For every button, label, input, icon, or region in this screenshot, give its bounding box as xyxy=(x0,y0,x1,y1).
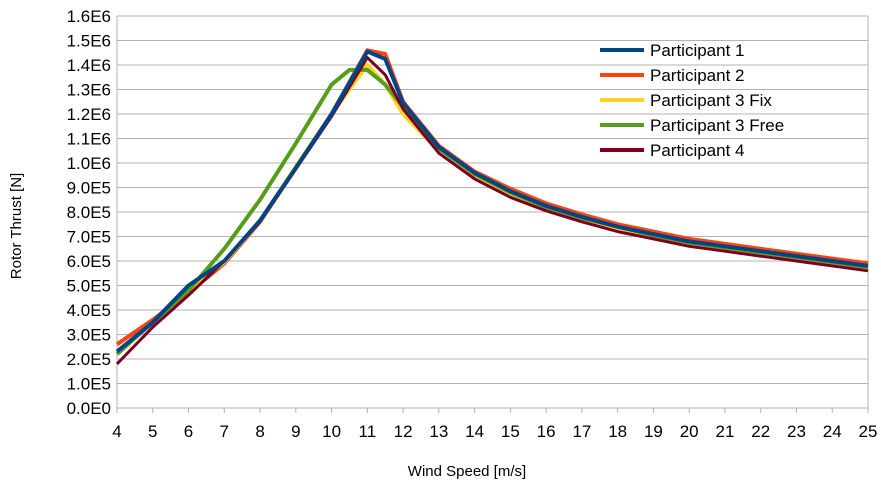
y-tick-label: 1.0E5 xyxy=(67,375,111,394)
grid-lines xyxy=(117,15,868,409)
legend-label-participant-2: Participant 2 xyxy=(650,66,745,85)
x-tick-label: 22 xyxy=(751,422,770,441)
y-tick-label: 0.0E0 xyxy=(67,399,111,418)
y-tick-label: 1.3E6 xyxy=(67,81,111,100)
y-tick-label: 1.4E6 xyxy=(67,56,111,75)
x-tick-label: 4 xyxy=(112,422,121,441)
y-tick-label: 9.0E5 xyxy=(67,179,111,198)
legend-label-participant-1: Participant 1 xyxy=(650,41,745,60)
x-tick-label: 10 xyxy=(322,422,341,441)
x-tick-label: 18 xyxy=(608,422,627,441)
x-tick-label: 14 xyxy=(465,422,484,441)
series-lines xyxy=(115,48,869,365)
x-tick-label: 6 xyxy=(184,422,193,441)
x-tick-label: 11 xyxy=(359,422,377,441)
x-tick-label: 13 xyxy=(429,422,448,441)
y-tick-label: 1.5E6 xyxy=(67,32,111,51)
legend-label-participant-4: Participant 4 xyxy=(650,141,745,160)
x-tick-label: 25 xyxy=(859,422,878,441)
y-tick-label: 4.0E5 xyxy=(67,301,111,320)
legend: Participant 1 Participant 2 Participant 3 … xyxy=(600,41,784,160)
x-tick-label: 5 xyxy=(148,422,157,441)
y-tick-label: 3.0E5 xyxy=(67,326,111,345)
y-tick-label: 8.0E5 xyxy=(67,203,111,222)
x-tick-label: 19 xyxy=(644,422,663,441)
x-tick-labels: 4 5 6 7 8 9 10 11 12 13 14 15 16 17 18 19 20 21 22 23 24 25 xyxy=(112,422,877,441)
y-axis-title: Rotor Thrust [N] xyxy=(8,173,25,279)
y-tick-label: 1.0E6 xyxy=(67,154,111,173)
x-axis-title: Wind Speed [m/s] xyxy=(408,463,526,480)
series-line-participant-1 xyxy=(115,49,869,354)
y-tick-label: 7.0E5 xyxy=(67,228,111,247)
x-tick-label: 15 xyxy=(501,422,520,441)
y-tick-label: 1.2E6 xyxy=(67,105,111,124)
y-tick-label: 1.6E6 xyxy=(67,7,111,26)
y-tick-label: 5.0E5 xyxy=(67,277,111,296)
x-tick-label: 20 xyxy=(680,422,699,441)
x-tick-label: 8 xyxy=(255,422,264,441)
legend-label-participant-3-free: Participant 3 Free xyxy=(650,116,784,135)
x-tick-label: 16 xyxy=(537,422,556,441)
legend-label-participant-3-fix: Participant 3 Fix xyxy=(650,91,772,110)
x-tick-label: 7 xyxy=(220,422,229,441)
y-tick-label: 1.1E6 xyxy=(67,130,111,149)
x-tick-label: 17 xyxy=(572,422,591,441)
x-tick-label: 23 xyxy=(787,422,806,441)
axes xyxy=(116,16,869,413)
x-tick-label: 21 xyxy=(715,422,734,441)
x-tick-label: 12 xyxy=(394,422,413,441)
y-tick-label: 2.0E5 xyxy=(67,350,111,369)
y-tick-label: 6.0E5 xyxy=(67,252,111,271)
y-tick-labels: 0.0E0 1.0E5 2.0E5 3.0E5 4.0E5 5.0E5 6.0E5 7.0E5… xyxy=(67,7,111,418)
x-tick-label: 24 xyxy=(823,422,842,441)
x-tick-label: 9 xyxy=(291,422,300,441)
